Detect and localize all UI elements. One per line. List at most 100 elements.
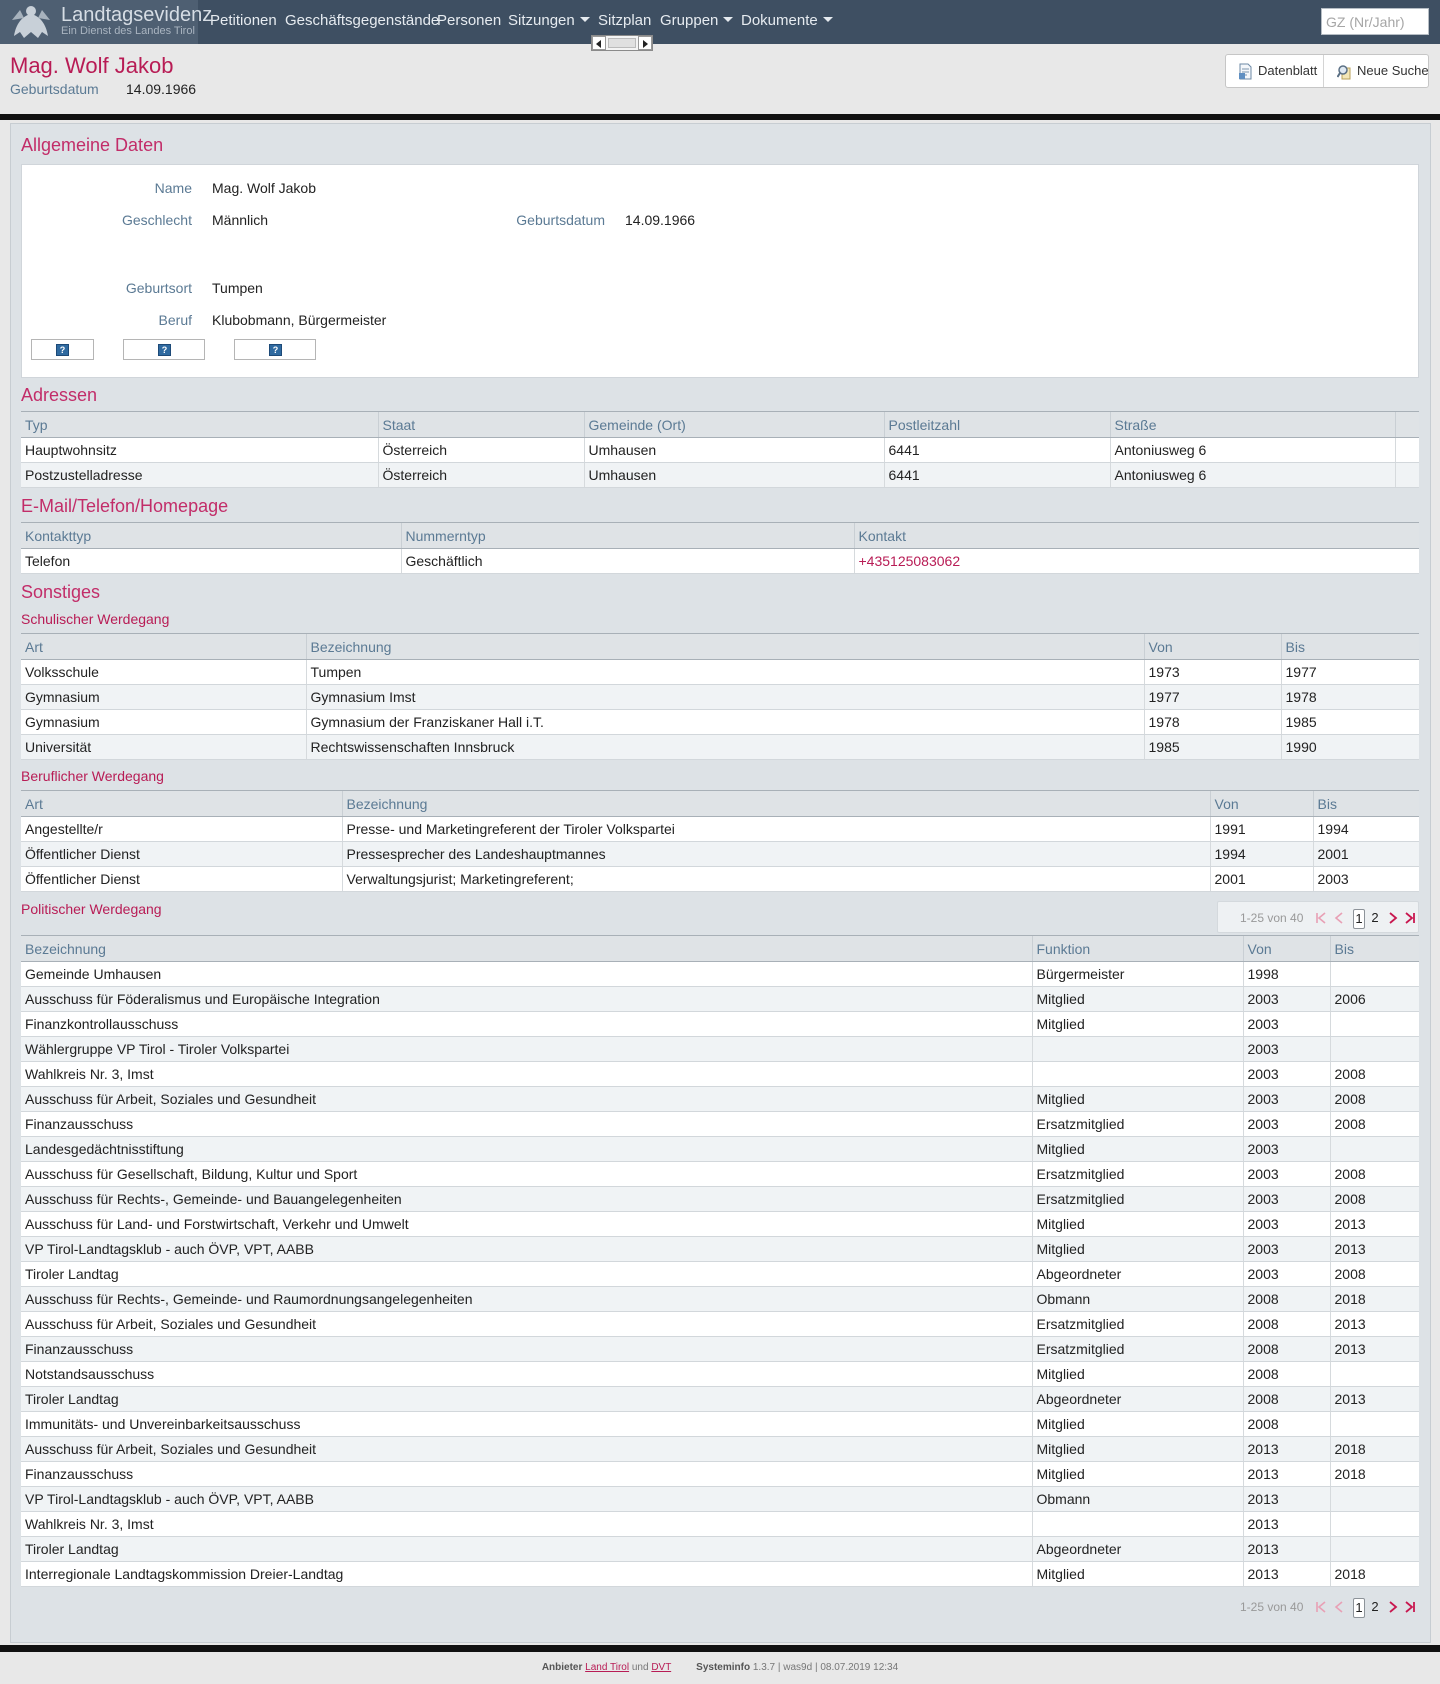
table-cell: Ersatzmitglied [1031, 1111, 1243, 1137]
table-cell: 2001 [1209, 866, 1313, 892]
table-cell [1329, 1536, 1419, 1562]
table-cell: Mitglied [1031, 1436, 1243, 1462]
table-cell: 2003 [1242, 1211, 1330, 1237]
nav-geschaeftsgegenstaende[interactable]: Geschäftsgegenstände [285, 12, 439, 29]
table-row: Gymnasium Gymnasium der Franziskaner Hall… [21, 709, 1419, 735]
table-cell: Gemeinde Umhausen [21, 961, 1032, 987]
neue-suche-button[interactable]: Neue Suche [1325, 55, 1429, 87]
column-header[interactable]: Staat [377, 411, 584, 438]
column-header[interactable]: Bis [1312, 790, 1419, 817]
table-cell [1031, 1036, 1243, 1062]
table-cell [1031, 1061, 1243, 1087]
table-cell: Mitglied [1031, 1136, 1243, 1162]
help-button[interactable]: ? [123, 339, 205, 360]
prev-page-icon[interactable] [1334, 1601, 1344, 1613]
help-button[interactable]: ? [31, 339, 94, 360]
column-header[interactable]: Art [21, 790, 342, 817]
brand[interactable]: Landtagsevidenz Ein Dienst des Landes Ti… [0, 0, 212, 44]
table-row: Wählergruppe VP Tirol - Tiroler Volkspar… [21, 1036, 1419, 1062]
nav-label: Sitzungen [508, 12, 575, 29]
nav-gruppen[interactable]: Gruppen [660, 12, 734, 29]
column-header[interactable]: Von [1143, 633, 1281, 660]
table-row: Ausschuss für Gesellschaft, Bildung, Kul… [21, 1161, 1419, 1187]
table-row: Gymnasium Gymnasium Imst 1977 1978 [21, 684, 1419, 710]
table-row: Tiroler Landtag Abgeordneter 2003 2008 [21, 1261, 1419, 1287]
column-header[interactable]: Funktion [1031, 935, 1243, 962]
nav-label: Petitionen [210, 12, 277, 29]
column-header[interactable]: Bezeichnung [305, 633, 1144, 660]
nav-sitzplan[interactable]: Sitzplan [598, 12, 651, 29]
page-title: Mag. Wolf Jakob [10, 53, 174, 78]
page-2-button[interactable]: 2 [1371, 1599, 1379, 1614]
table-cell: Ausschuss für Arbeit, Soziales und Gesun… [21, 1311, 1032, 1337]
column-header[interactable]: Postleitzahl [883, 411, 1110, 438]
next-page-icon[interactable] [1388, 912, 1398, 924]
nav-sitzungen[interactable]: Sitzungen [508, 12, 590, 29]
table-row: Ausschuss für Arbeit, Soziales und Gesun… [21, 1436, 1419, 1462]
column-header[interactable]: Nummerntyp [400, 522, 854, 549]
datenblatt-button[interactable]: Datenblatt [1226, 55, 1324, 87]
table-cell: 2008 [1329, 1186, 1419, 1212]
table-cell[interactable]: +435125083062 [853, 548, 1419, 574]
column-header[interactable]: Straße [1109, 411, 1395, 438]
neue-suche-label: Neue Suche [1357, 63, 1429, 78]
table-cell: Österreich [377, 462, 584, 488]
beruf-table: Art Bezeichnung Von Bis Angestellte/r Pre… [21, 790, 1419, 892]
column-header[interactable]: Art [21, 633, 306, 660]
help-icon: ? [269, 344, 282, 356]
geburtsdatum-label: Geburtsdatum [516, 212, 605, 228]
column-header[interactable]: Gemeinde (Ort) [583, 411, 884, 438]
table-cell: 1985 [1143, 734, 1281, 760]
nav-dokumente[interactable]: Dokumente [741, 12, 833, 29]
nav-label: Gruppen [660, 12, 719, 29]
column-header[interactable]: Bis [1329, 935, 1419, 962]
page-2-button[interactable]: 2 [1371, 910, 1379, 925]
column-header[interactable]: Bis [1280, 633, 1419, 660]
table-cell: Finanzausschuss [21, 1336, 1032, 1362]
paginator-top: 1-25 von 40 1 2 [1217, 901, 1419, 933]
scroll-thumb[interactable] [608, 38, 636, 48]
table-cell: 2013 [1329, 1386, 1419, 1412]
gz-search-input[interactable] [1321, 8, 1429, 35]
table-cell: 2008 [1242, 1411, 1330, 1437]
scroll-left-button[interactable] [592, 36, 606, 50]
land-tirol-link[interactable]: Land Tirol [585, 1662, 630, 1673]
table-cell: Hauptwohnsitz [21, 437, 378, 463]
table-cell: Ersatzmitglied [1031, 1186, 1243, 1212]
column-header[interactable]: Kontakttyp [21, 522, 401, 549]
nav-personen[interactable]: Personen [437, 12, 501, 29]
first-page-icon[interactable] [1315, 912, 1327, 924]
table-cell: Abgeordneter [1031, 1261, 1243, 1287]
table-header-row: Typ Staat Gemeinde (Ort) Postleitzahl St… [21, 411, 1419, 438]
scroll-right-button[interactable] [638, 36, 652, 50]
nav-petitionen[interactable]: Petitionen [210, 12, 277, 29]
column-header[interactable]: Bezeichnung [21, 935, 1032, 962]
dvt-link[interactable]: DVT [651, 1662, 672, 1673]
column-header[interactable]: Von [1209, 790, 1313, 817]
column-header[interactable]: Typ [21, 411, 378, 438]
first-page-icon[interactable] [1315, 1601, 1327, 1613]
last-page-icon[interactable] [1404, 1601, 1416, 1613]
nav-label: Dokumente [741, 12, 818, 29]
table-cell: 2018 [1329, 1436, 1419, 1462]
table-row: Gemeinde Umhausen Bürgermeister 1998 [21, 961, 1419, 987]
column-header[interactable]: Kontakt [853, 522, 1419, 549]
nav-scroller[interactable] [591, 35, 653, 51]
table-cell: 1991 [1209, 816, 1313, 842]
table-row: Landesgedächtnisstiftung Mitglied 2003 [21, 1136, 1419, 1162]
table-cell: Abgeordneter [1031, 1536, 1243, 1562]
last-page-icon[interactable] [1404, 912, 1416, 924]
next-page-icon[interactable] [1388, 1601, 1398, 1613]
table-cell: 2003 [1242, 1036, 1330, 1062]
column-header[interactable]: Bezeichnung [341, 790, 1210, 817]
page-1-button[interactable]: 1 [1353, 909, 1365, 929]
nav-label: Personen [437, 12, 502, 29]
schule-table: Art Bezeichnung Von Bis Volksschule Tumpe… [21, 633, 1419, 760]
table-cell: Ausschuss für Gesellschaft, Bildung, Kul… [21, 1161, 1032, 1187]
geburtsort-value: Tumpen [212, 280, 263, 296]
column-header[interactable]: Von [1242, 935, 1330, 962]
page-1-button[interactable]: 1 [1353, 1598, 1365, 1618]
help-button[interactable]: ? [234, 339, 316, 360]
prev-page-icon[interactable] [1334, 912, 1344, 924]
brand-subtitle: Ein Dienst des Landes Tirol [61, 25, 195, 37]
